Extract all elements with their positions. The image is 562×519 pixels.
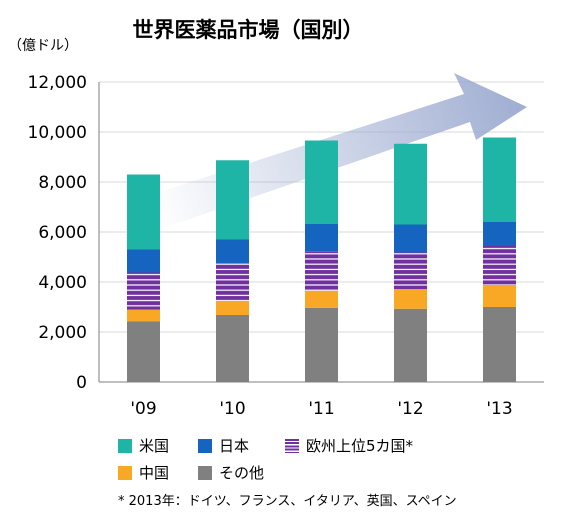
legend-item-europe5: 欧州上位5カ国* [285, 435, 413, 456]
legend-swatch-other [198, 465, 212, 480]
bar-segment-japan [216, 239, 249, 263]
bar-segment-europe5 [483, 246, 516, 285]
bar-segment-other [394, 308, 427, 382]
legend-label-china: 中国 [139, 464, 170, 482]
x-tick-label: '09 [130, 399, 156, 419]
chart-title: 世界医薬品市場（国別） [133, 18, 364, 42]
bar-segment-japan [127, 249, 160, 273]
bar-segment-other [127, 321, 160, 382]
bar-segment-us [394, 143, 427, 225]
bar-segment-us [127, 174, 160, 250]
bar-segment-china [305, 290, 338, 308]
trend-arrow [150, 73, 527, 230]
y-tick-label: 8,000 [38, 173, 87, 193]
x-tick-label: '10 [219, 399, 245, 419]
legend-label-us: 米国 [139, 437, 170, 455]
legend-swatch-japan [198, 438, 212, 453]
bar-segment-other [305, 307, 338, 382]
legend-swatch-us [118, 438, 132, 453]
legend-label-europe5: 欧州上位5カ国* [306, 437, 414, 455]
legend-item-other: その他 [198, 462, 264, 483]
legend-item-china: 中国 [118, 462, 169, 483]
bar-segment-japan [394, 224, 427, 253]
legend-label-other: その他 [219, 464, 265, 482]
legend-swatch-europe5 [285, 438, 299, 453]
bar-segment-europe5 [216, 263, 249, 301]
y-tick-label: 10,000 [28, 123, 87, 143]
bar-segment-china [394, 289, 427, 309]
bar-segment-europe5 [305, 251, 338, 291]
bar-segment-other [216, 315, 249, 382]
y-tick-label: 6,000 [38, 223, 87, 243]
bar-segment-china [216, 301, 249, 315]
legend-swatch-china [118, 465, 132, 480]
bar-segment-china [127, 309, 160, 322]
y-unit-label: （億ドル） [8, 38, 78, 54]
x-tick-label: '11 [308, 399, 334, 419]
y-tick-label: 2,000 [38, 323, 87, 343]
x-tick-label: '13 [486, 399, 512, 419]
y-tick-label: 12,000 [28, 73, 87, 93]
bar-segment-europe5 [394, 252, 427, 289]
bar-segment-us [483, 137, 516, 222]
bar-segment-europe5 [127, 272, 160, 310]
legend-item-us: 米国 [118, 435, 169, 456]
bar-segment-us [216, 160, 249, 240]
footnote-text: * 2013年：ドイツ、フランス、イタリア、英国、スペイン [118, 494, 457, 509]
x-tick-label: '12 [397, 399, 423, 419]
bar-segment-japan [305, 224, 338, 252]
y-tick-label: 0 [76, 373, 87, 393]
legend-label-japan: 日本 [219, 437, 250, 455]
y-tick-label: 4,000 [38, 273, 87, 293]
bar-segment-china [483, 285, 516, 307]
bar-segment-us [305, 140, 338, 224]
legend-item-japan: 日本 [198, 435, 249, 456]
bar-segment-other [483, 307, 516, 382]
bar-segment-japan [483, 222, 516, 246]
footnote: * 2013年：ドイツ、フランス、イタリア、英国、スペイン [118, 490, 457, 509]
